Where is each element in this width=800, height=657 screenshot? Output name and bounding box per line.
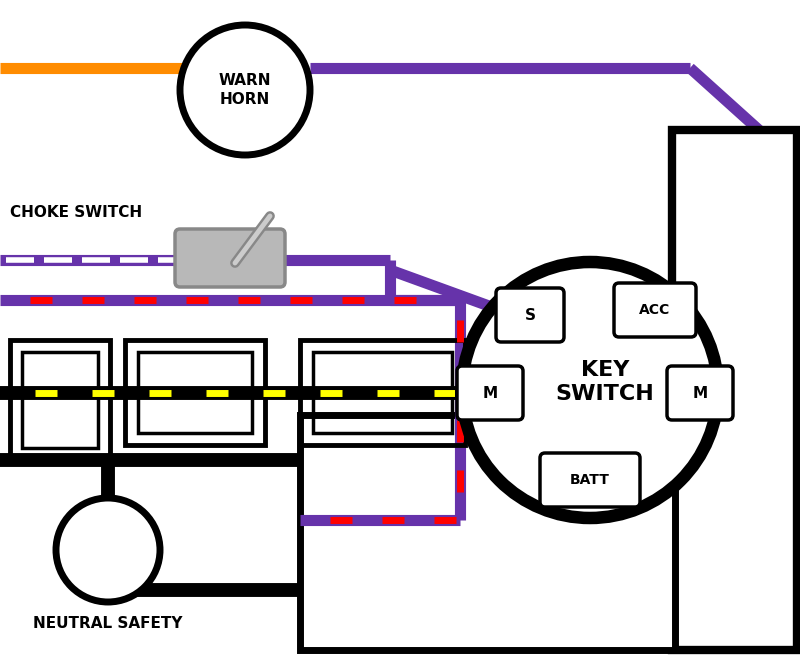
Text: NEUTRAL SAFETY: NEUTRAL SAFETY <box>34 616 182 631</box>
Text: ACC: ACC <box>639 303 670 317</box>
Text: BATT: BATT <box>570 473 610 487</box>
FancyBboxPatch shape <box>175 229 285 287</box>
Bar <box>125 340 265 445</box>
Bar <box>300 415 675 650</box>
Bar <box>138 352 252 433</box>
Bar <box>10 340 110 460</box>
Text: S: S <box>525 307 535 323</box>
Text: WARN
HORN: WARN HORN <box>218 73 271 107</box>
FancyBboxPatch shape <box>667 366 733 420</box>
Text: M: M <box>693 386 707 401</box>
Circle shape <box>180 25 310 155</box>
FancyBboxPatch shape <box>496 288 564 342</box>
Text: KEY
SWITCH: KEY SWITCH <box>556 359 654 405</box>
Bar <box>300 340 465 445</box>
Text: M: M <box>482 386 498 401</box>
Circle shape <box>462 262 718 518</box>
Bar <box>313 352 452 433</box>
Bar <box>672 130 797 650</box>
FancyBboxPatch shape <box>614 283 696 337</box>
Circle shape <box>56 498 160 602</box>
Text: CHOKE SWITCH: CHOKE SWITCH <box>10 205 142 220</box>
FancyBboxPatch shape <box>540 453 640 507</box>
Bar <box>22 352 98 448</box>
FancyBboxPatch shape <box>457 366 523 420</box>
